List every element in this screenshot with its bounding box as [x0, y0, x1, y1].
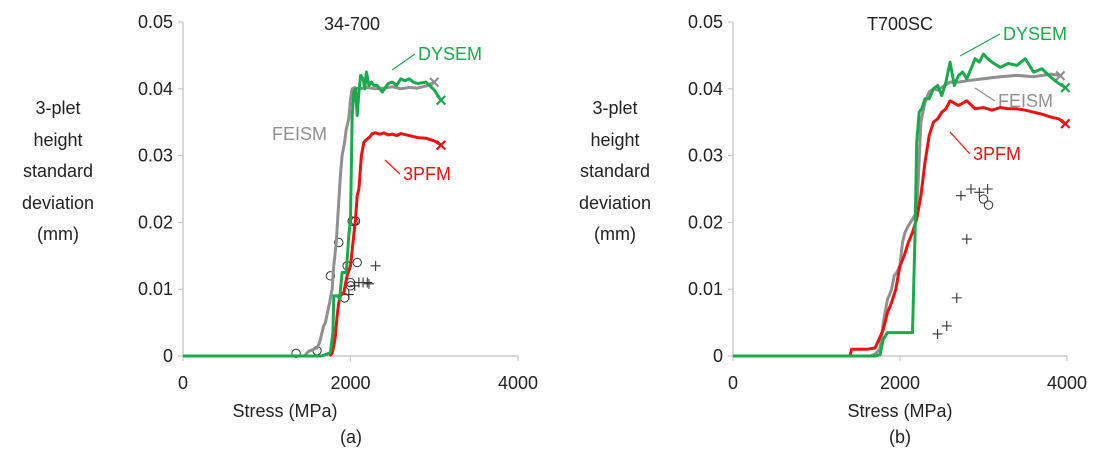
x-tick-label-a: 4000 — [498, 373, 538, 393]
y-axis-label-line-1-a: 3-plet — [35, 98, 80, 118]
y-tick-label-a: 0.02 — [138, 212, 173, 232]
series-line-3pfm-b — [848, 99, 1067, 357]
y-tick-label-b: 0.05 — [688, 12, 723, 32]
y-tick-label-b: 0 — [713, 346, 723, 366]
series-line-3pfm-a — [328, 131, 442, 358]
y-tick-label-a: 0.04 — [138, 79, 173, 99]
series-leader-line-3pfm-a — [384, 159, 401, 175]
series-label-dysem-b: DYSEM — [1003, 24, 1067, 44]
series-end-marker-3pfm-b: × — [1059, 114, 1071, 136]
series-line-dysem-b — [733, 52, 1067, 358]
x-tick-label-b: 0 — [728, 373, 738, 393]
scatter-plus-point-a — [343, 289, 354, 300]
series-label-feism-b: FEISM — [998, 91, 1053, 111]
x-tick-label-b: 4000 — [1047, 373, 1087, 393]
chart-panel-a: 34-700 3-plet height standard deviation … — [22, 12, 538, 447]
scatter-plus-point-b — [951, 292, 962, 303]
scatter-plus-point-b — [941, 320, 952, 331]
x-tick-label-a: 0 — [178, 373, 188, 393]
y-axis-label-line-4-b: deviation — [579, 193, 651, 213]
series-line-feism-b — [870, 72, 1061, 358]
y-axis-label-line-1-b: 3-plet — [592, 98, 637, 118]
y-tick-label-a: 0.03 — [138, 146, 173, 166]
panel-label-a: (a) — [340, 427, 362, 447]
series-label-3pfm-a: 3PFM — [403, 164, 451, 184]
y-tick-label-a: 0.05 — [138, 12, 173, 32]
scatter-circle-point-a — [325, 271, 336, 281]
scatter-plus-point-b — [955, 190, 966, 201]
chart-panel-b: T700SC 3-plet height standard deviation … — [579, 12, 1087, 447]
scatter-circle-point-b — [978, 194, 989, 204]
series-end-marker-feism-b: × — [1054, 65, 1066, 87]
series-end-marker-feism-a: × — [428, 72, 440, 94]
series-end-marker-3pfm-a: × — [435, 135, 447, 157]
y-tick-label-a: 0.01 — [138, 279, 173, 299]
chart-title-b: T700SC — [867, 14, 933, 34]
scatter-plus-point-b — [982, 184, 993, 194]
y-tick-label-b: 0.01 — [688, 279, 723, 299]
x-axis-label-b: Stress (MPa) — [847, 401, 952, 421]
y-axis-label-line-4-a: deviation — [22, 193, 94, 213]
y-tick-label-a: 0 — [163, 346, 173, 366]
scatter-plus-point-a — [370, 260, 381, 271]
series-leader-line-feism-b — [974, 87, 996, 102]
scatter-circle-point-a — [352, 257, 362, 268]
scatter-plus-point-b — [974, 187, 985, 198]
series-leader-line-dysem-a — [391, 53, 416, 71]
series-leader-line-3pfm-b — [949, 131, 971, 155]
y-axis-label-line-5-b: (mm) — [594, 224, 636, 244]
series-end-marker-dysem-b: × — [1059, 77, 1071, 99]
scatter-circle-point-b — [983, 200, 994, 210]
scatter-circle-point-a — [334, 237, 344, 248]
x-tick-label-b: 2000 — [880, 373, 920, 393]
panel-label-b: (b) — [889, 427, 911, 447]
plot-area-a: 0 0.01 0.02 0.03 0.04 0.05 0 2000 4000 × FEISM × 3PF… — [138, 12, 538, 393]
y-tick-label-b: 0.03 — [688, 146, 723, 166]
series-label-3pfm-b: 3PFM — [973, 144, 1021, 164]
y-axis-label-line-2-b: height — [590, 130, 639, 150]
series-line-feism-a — [183, 80, 435, 358]
chart-title-a: 34-700 — [324, 14, 380, 34]
x-axis-label-a: Stress (MPa) — [232, 401, 337, 421]
y-axis-label-line-3-b: standard — [580, 161, 650, 181]
scatter-plus-point-b — [961, 234, 972, 245]
scatter-circle-point-a — [291, 348, 301, 359]
scatter-plus-point-b — [932, 328, 943, 339]
scatter-plus-point-a — [363, 278, 374, 289]
series-end-marker-dysem-a: × — [435, 90, 447, 112]
series-label-feism-a: FEISM — [272, 124, 327, 144]
series-line-dysem-a — [183, 70, 443, 358]
y-tick-label-b: 0.04 — [688, 79, 723, 99]
y-tick-label-b: 0.02 — [688, 212, 723, 232]
y-axis-label-line-5-a: (mm) — [37, 224, 79, 244]
y-axis-label-line-3-a: standard — [23, 161, 93, 181]
plot-area-b: 00.010.020.030.040.050 2000 4000×FEISM×3PF… — [688, 12, 1087, 393]
y-axis-label-line-2-a: height — [33, 130, 82, 150]
series-leader-line-dysem-b — [959, 33, 1001, 57]
x-tick-label-a: 2000 — [330, 373, 370, 393]
scatter-plus-point-a — [362, 277, 373, 288]
scatter-plus-point-b — [965, 184, 976, 194]
series-label-dysem-a: DYSEM — [418, 44, 482, 64]
